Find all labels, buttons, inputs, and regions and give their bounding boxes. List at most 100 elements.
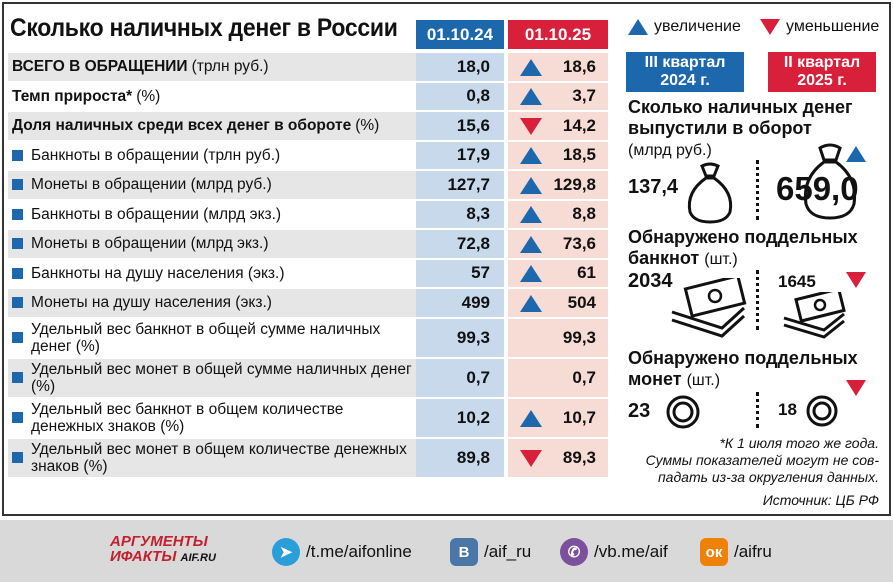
blue-square-bullet-icon <box>12 372 23 383</box>
issued-title: Сколько наличных денег выпустили в оборо… <box>628 97 878 161</box>
value-2024: 8,3 <box>416 200 504 228</box>
value-2025: 504 <box>567 292 596 312</box>
value-2025-cell: 3,7 <box>508 82 608 110</box>
table-row: ВСЕГО В ОБРАЩЕНИИ (трлн руб.) 18,0 18,6 <box>8 53 610 83</box>
fake-notes-value-2024: 2034 <box>628 270 673 292</box>
value-2024: 499 <box>416 289 504 317</box>
row-label-text: Монеты в обращении (млрд экз.) <box>31 235 269 253</box>
row-label-text: Доля наличных среди всех денег в обороте <box>12 117 352 135</box>
row-label: Удельный вес банкнот в общем количестве … <box>8 398 416 437</box>
footer-bar: АРГУМЕНТЫ ИФАКТЫ AIF.RU ➤ /t.me/aifonlin… <box>0 520 893 582</box>
viber-link[interactable]: ✆ /vb.me/aif <box>560 538 668 566</box>
value-2025-cell: 61 <box>508 259 608 287</box>
fake-coins-title-text: Обнаружено поддельных монет <box>628 348 858 389</box>
table-row: Удельный вес монет в общем количестве де… <box>8 438 610 479</box>
row-label: ВСЕГО В ОБРАЩЕНИИ (трлн руб.) <box>8 53 416 81</box>
logo-line1: АРГУМЕНТЫ <box>110 533 208 550</box>
blue-square-bullet-icon <box>12 149 23 161</box>
coin-icon <box>806 395 838 427</box>
fake-notes-value-2025: 1645 <box>778 272 816 291</box>
banknote-stack-icon <box>783 292 846 339</box>
up-triangle-icon <box>520 235 542 253</box>
value-2025: 99,3 <box>562 327 596 347</box>
value-2025: 129,8 <box>553 174 596 194</box>
viber-icon: ✆ <box>560 538 588 566</box>
value-2024: 72,8 <box>416 230 504 258</box>
table-row: Монеты в обращении (млрд экз.) 72,8 73,6 <box>8 230 610 260</box>
blue-square-bullet-icon <box>12 297 23 309</box>
value-2025: 3,7 <box>572 86 596 106</box>
money-bag-icon <box>687 162 733 224</box>
value-2024: 17,9 <box>416 141 504 169</box>
row-unit: (трлн руб.) <box>191 58 269 76</box>
value-2025: 8,8 <box>572 204 596 224</box>
value-2025-cell: 129,8 <box>508 171 608 199</box>
table-row: Банкноты в обращении (млрд экз.) 8,3 8,8 <box>8 200 610 230</box>
value-2024: 18,0 <box>416 53 504 81</box>
footnote-line: падать из-за округления данных. <box>657 469 879 485</box>
value-2024: 15,6 <box>416 112 504 140</box>
blue-square-bullet-icon <box>12 452 23 463</box>
blue-square-bullet-icon <box>12 332 23 343</box>
up-triangle-icon <box>520 58 542 76</box>
issued-unit: (млрд руб.) <box>628 142 712 159</box>
table-row: Удельный вес банкнот в общей сумме налич… <box>8 318 610 359</box>
source-note: Источник: ЦБ РФ <box>762 492 879 508</box>
ok-link[interactable]: ок /aifru <box>700 538 772 566</box>
up-triangle-icon <box>520 176 542 194</box>
value-2025: 10,7 <box>562 407 596 427</box>
row-label-text: Монеты на душу населения (экз.) <box>31 294 272 312</box>
big-money-bag-icon <box>803 143 857 220</box>
up-triangle-icon <box>520 409 542 427</box>
ok-label: /aifru <box>734 542 772 561</box>
logo-line2: ИФАКТЫ <box>110 548 177 565</box>
banknote-stack-icon <box>671 278 747 338</box>
telegram-link[interactable]: ➤ /t.me/aifonline <box>272 538 412 566</box>
table-row: Темп прироста* (%) 0,8 3,7 <box>8 82 610 112</box>
footnote: *К 1 июля того же года. Суммы показателе… <box>646 435 879 486</box>
value-2025: 89,3 <box>562 447 596 467</box>
value-2025-cell: 73,6 <box>508 230 608 258</box>
logo-site: AIF.RU <box>180 552 216 564</box>
legend-down: уменьшение <box>760 18 879 36</box>
divider-dots <box>756 392 759 428</box>
footnote-line: Суммы показателей могут не сов- <box>645 452 879 468</box>
odnoklassniki-icon: ок <box>700 538 728 566</box>
legend-down-label: уменьшение <box>786 18 880 35</box>
row-unit: (%) <box>136 87 161 105</box>
table-row: Удельный вес монет в общей сумме наличны… <box>8 358 610 399</box>
row-label-text: Удельный вес банкнот в общей сумме налич… <box>31 320 381 355</box>
blue-square-bullet-icon <box>12 412 23 423</box>
value-2025-cell: 10,7 <box>508 398 608 437</box>
row-label-text: Удельный вес монет в общем количестве де… <box>31 440 407 475</box>
row-label-text: Удельный вес банкнот в общем количестве … <box>31 400 344 435</box>
value-2025-cell: 89,3 <box>508 438 608 477</box>
row-label: Банкноты в обращении (млрд экз.) <box>8 200 416 228</box>
coin-icon <box>666 395 700 429</box>
legend-up-label: увеличение <box>654 18 741 35</box>
blue-square-bullet-icon <box>12 179 23 191</box>
quarter-header-q2: II квартал 2025 г. <box>768 52 876 92</box>
aif-logo[interactable]: АРГУМЕНТЫ ИФАКТЫ AIF.RU <box>110 534 255 570</box>
value-2025-cell: 18,6 <box>508 53 608 81</box>
row-label-text: Удельный вес монет в общей сумме наличны… <box>31 360 412 395</box>
fake-coins-unit: (шт.) <box>686 372 721 389</box>
up-triangle-icon <box>520 294 542 312</box>
row-label-text: Банкноты в обращении (млрд экз.) <box>31 205 282 223</box>
row-label: Удельный вес банкнот в общей сумме налич… <box>8 318 416 357</box>
row-label: Банкноты в обращении (трлн руб.) <box>8 141 416 169</box>
table-row: Монеты в обращении (млрд руб.) 127,7 129,8 <box>8 171 610 201</box>
row-unit: (%) <box>355 117 380 135</box>
vk-icon: В <box>450 538 478 566</box>
divider-dots <box>756 160 759 220</box>
issued-title-text: Сколько наличных денег выпустили в оборо… <box>628 97 853 138</box>
down-triangle-icon <box>520 449 542 467</box>
fake-notes-trend-down-icon <box>846 272 866 288</box>
value-2025-cell: 8,8 <box>508 200 608 228</box>
value-2025-cell: 14,2 <box>508 112 608 140</box>
up-triangle-icon <box>520 147 542 165</box>
fake-coins-value-2025: 18 <box>778 400 797 419</box>
row-label: Банкноты на душу населения (экз.) <box>8 259 416 287</box>
value-2025-cell: 99,3 <box>508 318 608 357</box>
vk-link[interactable]: В /aif_ru <box>450 538 531 566</box>
